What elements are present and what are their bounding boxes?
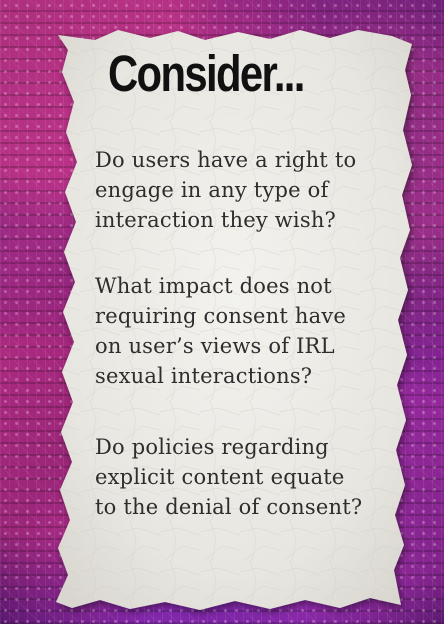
question-line: Do users have a right to	[95, 148, 357, 172]
paper-texture	[56, 30, 412, 610]
question-line: engage in any type of	[95, 178, 329, 202]
question-line: to the denial of consent?	[95, 495, 363, 519]
question-line: explicit content equate	[95, 465, 345, 489]
question-line: sexual interactions?	[95, 364, 313, 388]
question-line: requiring consent have	[95, 304, 347, 328]
page-title: Consider...	[108, 45, 305, 102]
question-line: Do policies regarding	[95, 435, 329, 459]
question-3: Do policies regarding explicit content e…	[95, 432, 362, 522]
question-line: What impact does not	[95, 274, 332, 298]
question-line: on user’s views of IRL	[95, 334, 335, 358]
question-2: What impact does not requiring consent h…	[95, 271, 346, 391]
question-1: Do users have a right to engage in any t…	[95, 145, 356, 235]
question-line: interaction they wish?	[95, 208, 337, 232]
